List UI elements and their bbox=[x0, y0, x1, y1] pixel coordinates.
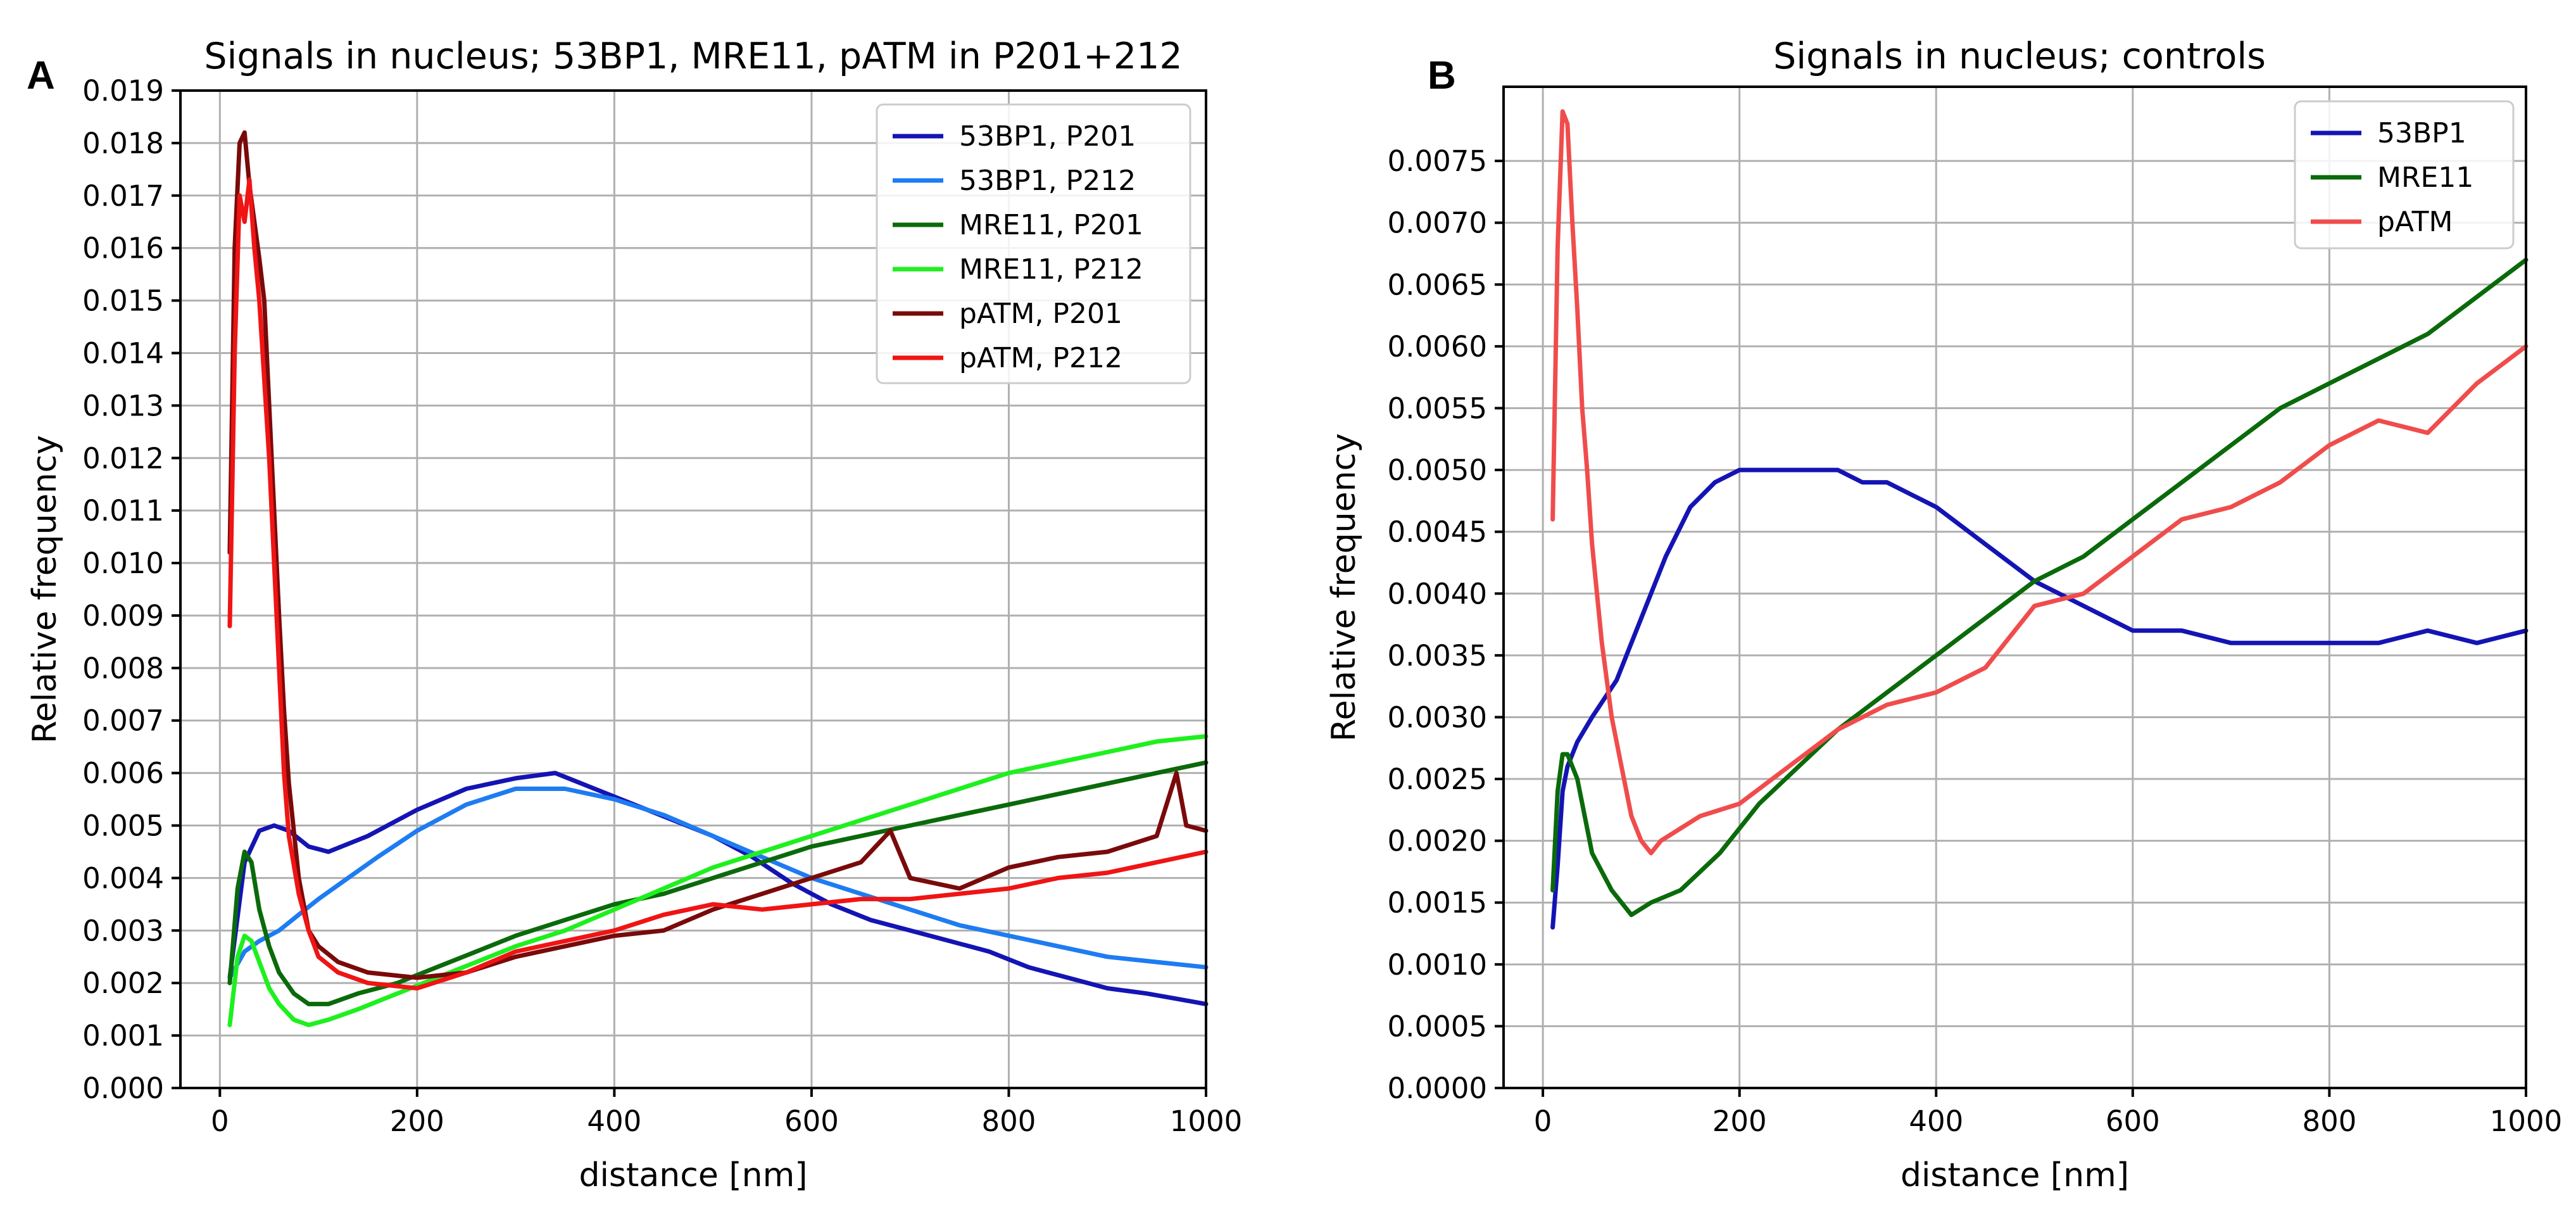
x-tick-label: 1000 bbox=[1170, 1104, 1243, 1138]
legend-entry: MRE11, P201 bbox=[959, 209, 1143, 241]
chart-title: Signals in nucleus; 53BP1, MRE11, pATM i… bbox=[204, 35, 1182, 77]
y-tick-label: 0.007 bbox=[82, 704, 164, 738]
y-tick-label: 0.001 bbox=[82, 1019, 164, 1053]
series-line bbox=[227, 177, 1209, 990]
y-tick-label: 0.011 bbox=[82, 494, 164, 528]
y-tick-label: 0.015 bbox=[82, 284, 164, 318]
legend-entry: pATM, P212 bbox=[959, 342, 1122, 374]
y-tick-label: 0.0075 bbox=[1388, 144, 1487, 178]
y-tick-label: 0.0025 bbox=[1388, 762, 1487, 796]
plot-frame bbox=[1502, 85, 2527, 1089]
x-tick-label: 200 bbox=[1712, 1104, 1767, 1138]
plot-frame bbox=[179, 89, 1207, 1089]
legend-entry: MRE11 bbox=[2377, 161, 2473, 194]
y-tick-label: 0.0015 bbox=[1388, 886, 1487, 920]
y-tick-label: 0.0010 bbox=[1388, 948, 1487, 982]
panel-letter: B bbox=[1428, 54, 1456, 98]
y-tick-label: 0.016 bbox=[82, 232, 164, 265]
y-tick-label: 0.014 bbox=[82, 336, 164, 370]
y-tick-label: 0.012 bbox=[82, 441, 164, 475]
x-tick-label: 200 bbox=[390, 1104, 444, 1138]
panel-a: A Signals in nucleus; 53BP1, MRE11, pATM … bbox=[26, 35, 1242, 1194]
x-tick-label: 800 bbox=[982, 1104, 1036, 1138]
panel-b: B Signals in nucleus; controls 0 200 400 600 8… bbox=[1325, 35, 2562, 1194]
y-tick-label: 0.0050 bbox=[1388, 453, 1487, 487]
legend-box bbox=[2294, 100, 2515, 250]
y-tick-label: 0.009 bbox=[82, 599, 164, 633]
y-tick-label: 0.017 bbox=[82, 179, 164, 213]
series-line bbox=[227, 734, 1209, 1027]
y-tick-label: 0.0030 bbox=[1388, 700, 1487, 734]
y-tick-label: 0.0040 bbox=[1388, 577, 1487, 610]
y-tick-label: 0.019 bbox=[82, 74, 164, 108]
x-axis-label: distance [nm] bbox=[1901, 1156, 2129, 1194]
legend-entry: MRE11, P212 bbox=[959, 253, 1143, 286]
y-tick-label: 0.0055 bbox=[1388, 391, 1487, 425]
y-tick-label: 0.005 bbox=[82, 809, 164, 843]
x-tick-label: 600 bbox=[2106, 1104, 2160, 1138]
y-tick-label: 0.0035 bbox=[1388, 639, 1487, 673]
series-line bbox=[1550, 109, 2529, 856]
x-tick-label: 800 bbox=[2302, 1104, 2356, 1138]
legend-entry: 53BP1, P212 bbox=[959, 165, 1136, 197]
legend-entry: 53BP1, P201 bbox=[959, 120, 1136, 153]
panel-letter: A bbox=[27, 54, 55, 98]
y-axis-label: Relative frequency bbox=[1325, 433, 1363, 742]
y-tick-label: 0.0020 bbox=[1388, 825, 1487, 858]
series-line bbox=[1550, 257, 2529, 918]
y-tick-label: 0.013 bbox=[82, 389, 164, 422]
y-tick-label: 0.0070 bbox=[1388, 206, 1487, 240]
series-line bbox=[227, 760, 1209, 1006]
series-line bbox=[227, 787, 1209, 980]
series-line bbox=[227, 771, 1209, 1006]
x-axis-label: distance [nm] bbox=[579, 1156, 807, 1194]
y-tick-label: 0.0045 bbox=[1388, 516, 1487, 549]
y-tick-label: 0.0065 bbox=[1388, 268, 1487, 301]
y-tick-label: 0.004 bbox=[82, 861, 164, 895]
x-tick-label: 600 bbox=[784, 1104, 839, 1138]
legend-entry: 53BP1 bbox=[2377, 117, 2466, 149]
x-tick-label: 0 bbox=[1534, 1104, 1552, 1138]
chart-title: Signals in nucleus; controls bbox=[1773, 35, 2266, 77]
legend-box bbox=[876, 103, 1191, 384]
legend-entry: pATM, P201 bbox=[959, 298, 1122, 330]
y-tick-label: 0.000 bbox=[82, 1072, 164, 1105]
legend-entry: pATM bbox=[2377, 206, 2453, 238]
x-tick-label: 400 bbox=[1909, 1104, 1963, 1138]
series-line bbox=[227, 130, 1209, 980]
x-tick-label: 400 bbox=[587, 1104, 641, 1138]
y-tick-label: 0.018 bbox=[82, 127, 164, 160]
y-tick-label: 0.0060 bbox=[1388, 330, 1487, 364]
y-tick-label: 0.002 bbox=[82, 966, 164, 1000]
x-tick-label: 0 bbox=[211, 1104, 229, 1138]
y-tick-label: 0.010 bbox=[82, 547, 164, 580]
y-axis-label: Relative frequency bbox=[26, 435, 64, 743]
y-tick-label: 0.008 bbox=[82, 652, 164, 685]
y-tick-label: 0.0000 bbox=[1388, 1072, 1487, 1105]
y-tick-label: 0.0005 bbox=[1388, 1009, 1487, 1043]
y-tick-label: 0.006 bbox=[82, 757, 164, 790]
x-tick-label: 1000 bbox=[2490, 1104, 2563, 1138]
series-line bbox=[1550, 467, 2529, 930]
y-tick-label: 0.003 bbox=[82, 914, 164, 947]
